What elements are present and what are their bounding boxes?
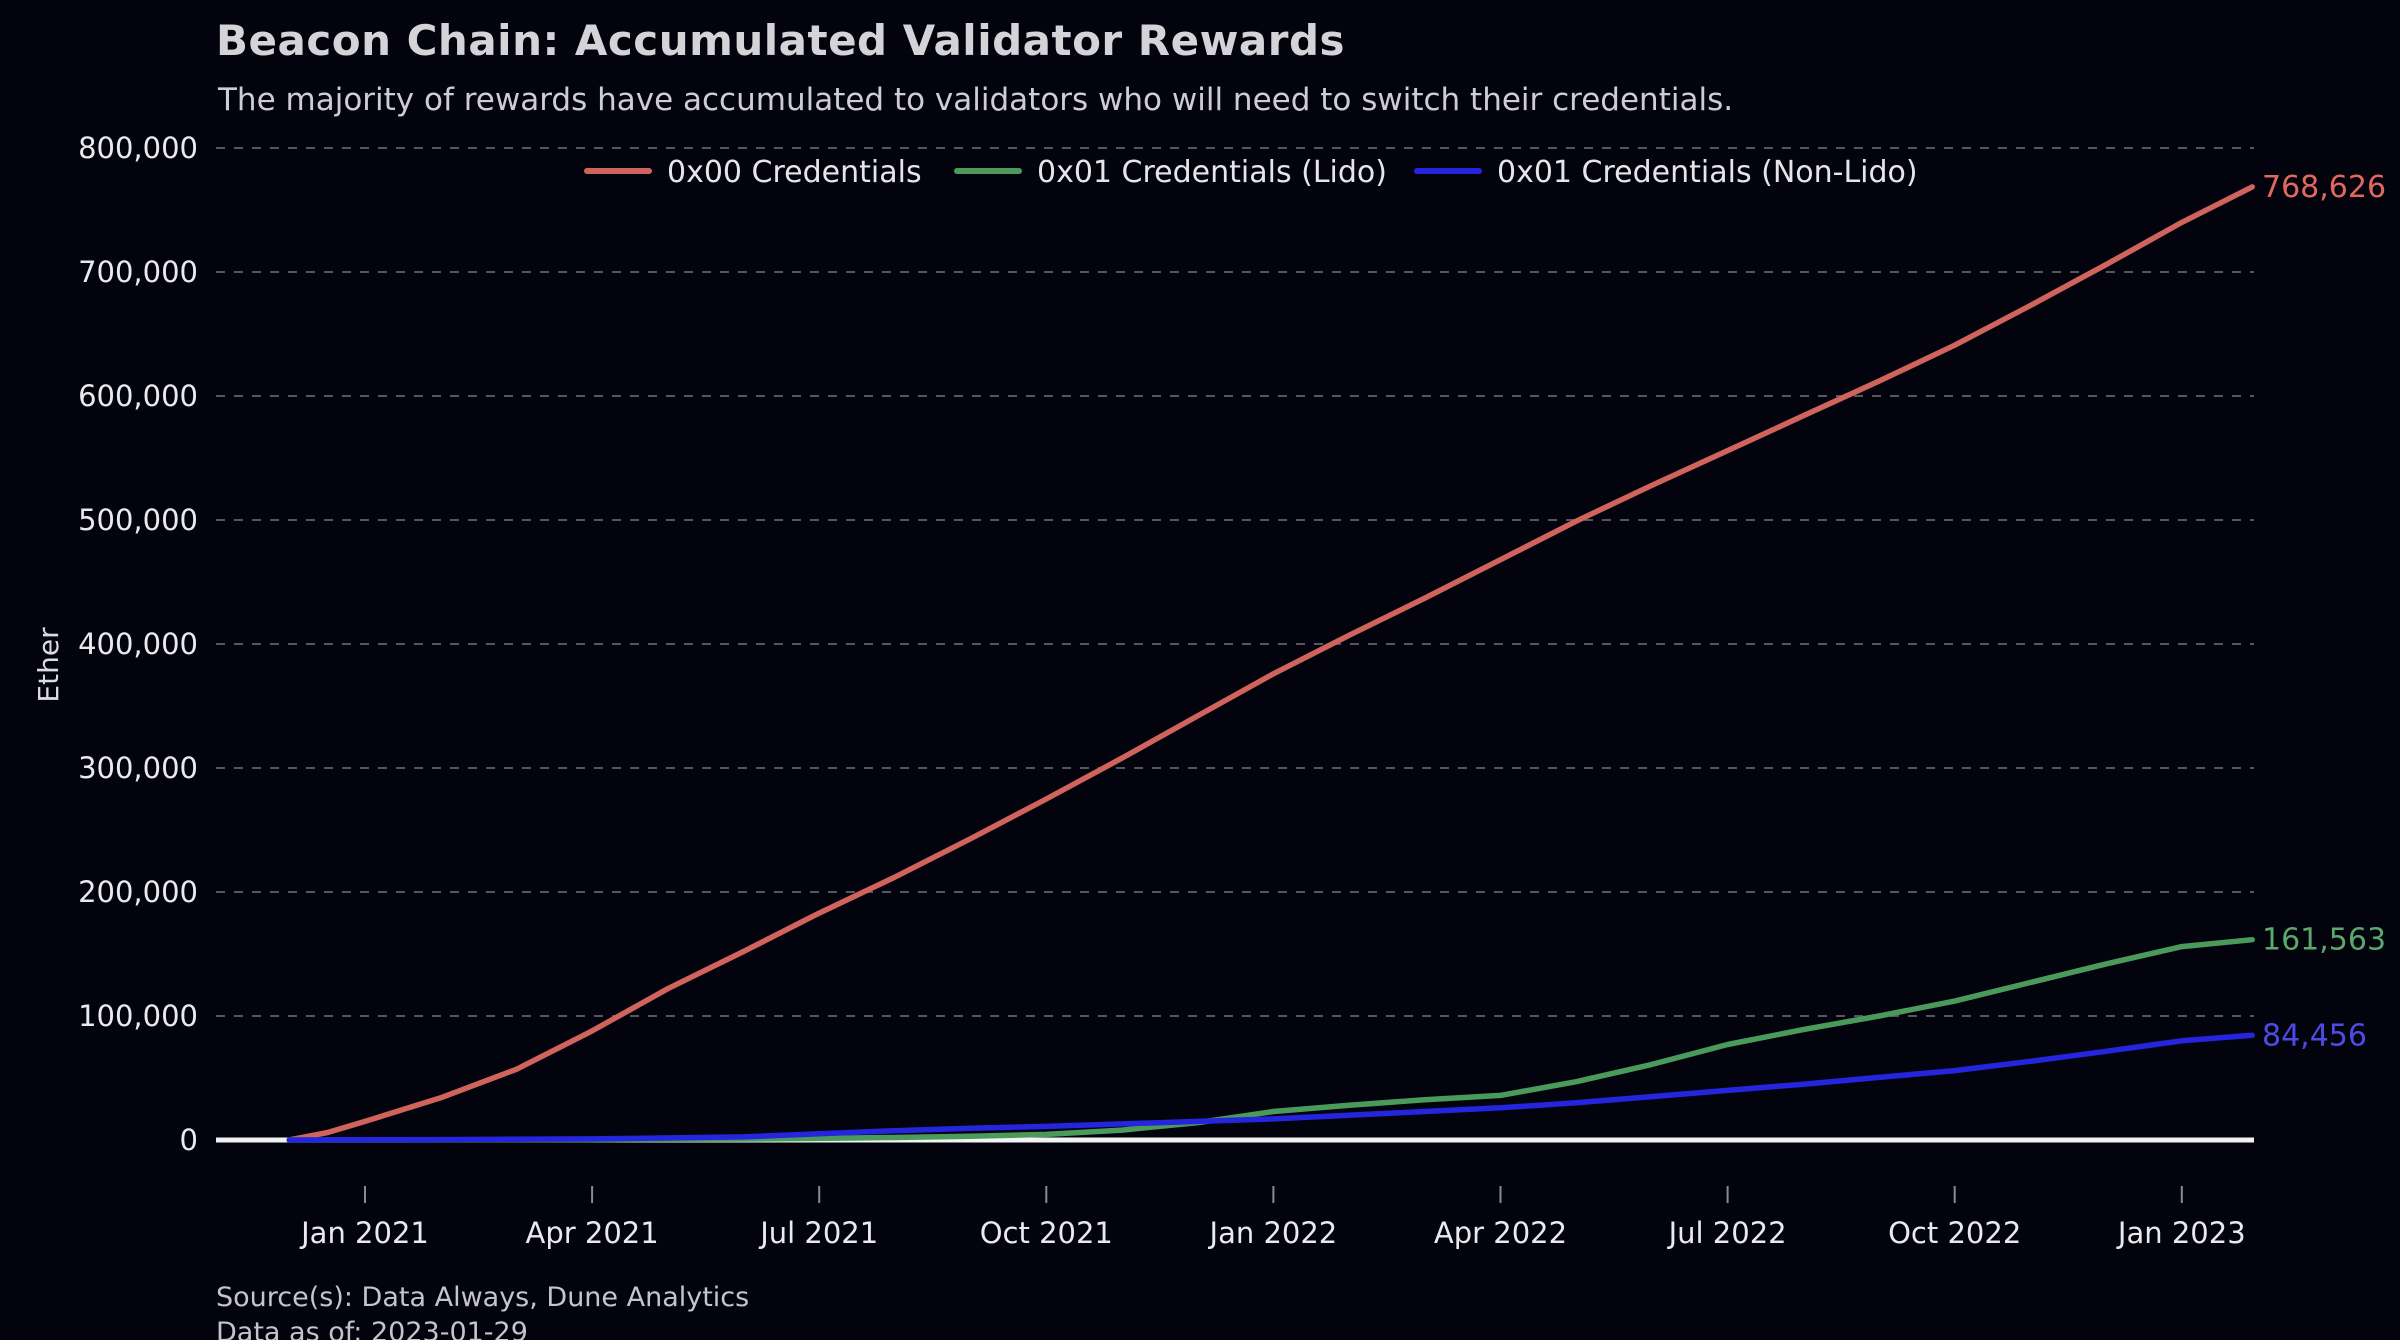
series-end-value-label: 84,456 <box>2262 1018 2367 1053</box>
series-lines <box>286 184 2255 1143</box>
y-tick-label: 800,000 <box>78 131 198 165</box>
legend-label: 0x01 Credentials (Lido) <box>1037 155 1387 190</box>
y-axis-tick-labels: 0 100,000 200,000 300,000 400,000 500,000 600,… <box>78 131 198 1157</box>
y-tick-label: 100,000 <box>78 999 198 1033</box>
y-tick-label: 200,000 <box>78 875 198 909</box>
y-axis-title-text: Ether <box>32 627 65 703</box>
y-axis-title: Ether <box>32 627 65 703</box>
y-tick-label: 300,000 <box>78 751 198 785</box>
chart-subtitle: The majority of rewards have accumulated… <box>218 82 1734 118</box>
chart-title: Beacon Chain: Accumulated Validator Rewa… <box>216 16 1346 65</box>
series-end-value-label: 768,626 <box>2262 170 2386 205</box>
y-tick-label: 0 <box>180 1123 198 1157</box>
x-tick-label: Jul 2022 <box>1667 1216 1787 1250</box>
legend-label: 0x00 Credentials <box>667 155 922 190</box>
x-tick-label: Jul 2021 <box>758 1216 878 1250</box>
x-tick-label: Apr 2021 <box>525 1216 658 1250</box>
series-end-value-label: 161,563 <box>2262 923 2386 958</box>
series-line <box>286 936 2255 1143</box>
series-line <box>286 1032 2255 1143</box>
x-tick-label: Oct 2022 <box>1888 1216 2021 1250</box>
data-as-of-note: Data as of: 2023-01-29 <box>216 1317 528 1340</box>
legend: 0x00 Credentials 0x01 Credentials (Lido) 0… <box>584 155 1918 190</box>
x-tick-label: Jan 2022 <box>1208 1216 1338 1250</box>
y-tick-label: 500,000 <box>78 503 198 537</box>
x-tick-label: Apr 2022 <box>1434 1216 1567 1250</box>
legend-label: 0x01 Credentials (Non-Lido) <box>1497 155 1918 190</box>
x-axis-tick-labels: Jan 2021 Apr 2021 Jul 2021 Oct 2021 Jan 2022… <box>299 1186 2246 1250</box>
x-tick-label: Oct 2021 <box>980 1216 1113 1250</box>
y-tick-label: 700,000 <box>78 255 198 289</box>
y-tick-label: 600,000 <box>78 379 198 413</box>
source-note: Source(s): Data Always, Dune Analytics <box>216 1282 750 1313</box>
series-end-labels: 768,626 161,563 84,456 <box>2262 170 2386 1053</box>
x-tick-label: Jan 2021 <box>299 1216 429 1250</box>
footer: Source(s): Data Always, Dune Analytics D… <box>216 1280 749 1340</box>
y-tick-label: 400,000 <box>78 627 198 661</box>
gridlines <box>216 147 2254 1143</box>
x-tick-label: Jan 2023 <box>2116 1216 2246 1250</box>
series-line <box>286 184 2255 1143</box>
